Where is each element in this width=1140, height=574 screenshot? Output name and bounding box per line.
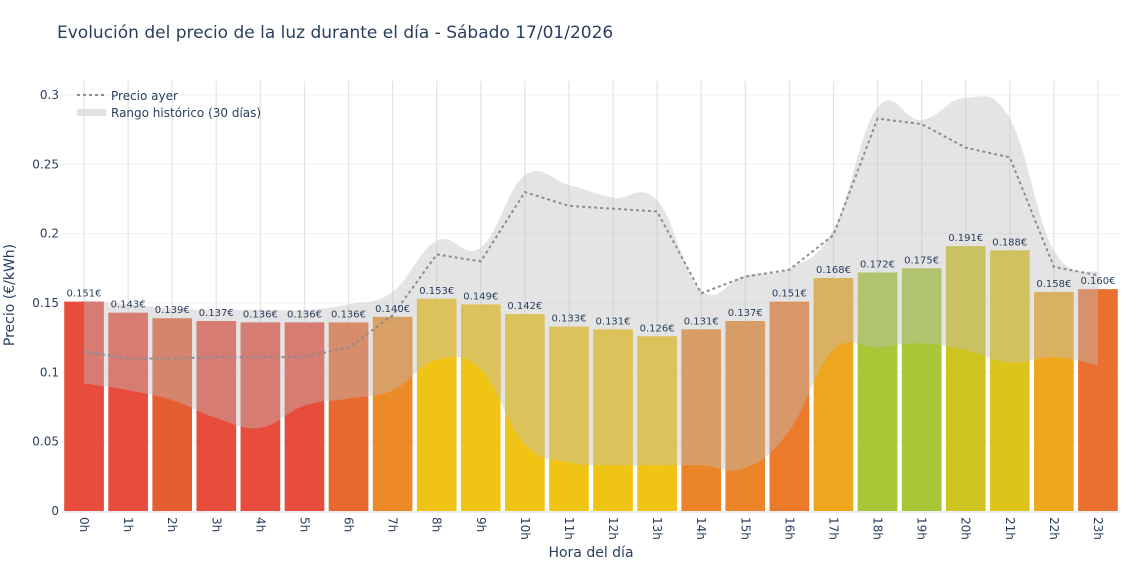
- data-label: 0.137€: [728, 308, 763, 319]
- bar-17h: [813, 278, 854, 511]
- y-tick-label: 0.1: [40, 365, 59, 379]
- bar-13h: [637, 336, 677, 511]
- data-label: 0.149€: [463, 291, 498, 302]
- bar-18h: [857, 272, 898, 511]
- x-tick-label: 0h: [77, 517, 91, 532]
- bar-9h: [460, 304, 501, 511]
- x-tick-label: 9h: [474, 517, 488, 532]
- data-label: 0.136€: [287, 309, 322, 320]
- bar-2h: [152, 318, 193, 511]
- legend-item-historical-range[interactable]: Rango histórico (30 días): [111, 106, 261, 120]
- x-axis-ticks: 0h 1h 2h 3h 4h 5h 6h 7h 8h 9h 10h 11h 12h 13h 14h 15h 16…: [77, 517, 1105, 540]
- y-tick-label: 0.2: [40, 227, 59, 241]
- y-axis-title: Precio (€/kWh): [2, 244, 18, 346]
- data-label: 0.136€: [331, 309, 366, 320]
- y-tick-label: 0: [51, 504, 59, 518]
- historical-range-band: [84, 96, 1098, 471]
- data-label: 0.151€: [67, 289, 102, 300]
- bar-11h: [549, 326, 589, 511]
- bar-20h: [945, 246, 986, 511]
- bar-3h: [196, 321, 237, 511]
- x-tick-label: 18h: [871, 517, 885, 540]
- y-tick-label: 0.25: [32, 157, 59, 171]
- bar-10h: [505, 314, 545, 511]
- x-tick-label: 8h: [430, 517, 444, 532]
- x-tick-label: 14h: [694, 517, 708, 540]
- bar-14h: [681, 329, 722, 511]
- data-labels: 0.151€ 0.143€ 0.139€ 0.137€ 0.136€ 0.136€ 0.13…: [67, 233, 1116, 334]
- bar-15h: [725, 321, 766, 511]
- x-axis-title: Hora del día: [548, 545, 633, 561]
- x-tick-label: 15h: [738, 517, 752, 540]
- data-label: 0.137€: [199, 308, 234, 319]
- bar-7h: [372, 316, 413, 511]
- x-tick-label: 16h: [782, 517, 796, 540]
- data-label: 0.172€: [860, 259, 895, 270]
- data-label: 0.143€: [111, 300, 146, 311]
- data-label: 0.158€: [1036, 279, 1071, 290]
- y-tick-label: 0.05: [32, 435, 59, 449]
- x-tick-label: 20h: [959, 517, 973, 540]
- x-tick-label: 7h: [386, 517, 400, 532]
- bars: [64, 246, 1118, 511]
- chart-title: Evolución del precio de la luz durante e…: [57, 23, 613, 43]
- x-tick-label: 3h: [209, 517, 223, 532]
- bar-6h: [328, 322, 369, 511]
- legend-band-swatch: [77, 109, 106, 116]
- bar-12h: [593, 329, 633, 511]
- bar-0h: [64, 301, 104, 511]
- x-tick-label: 1h: [121, 517, 135, 532]
- data-label: 0.175€: [904, 255, 939, 266]
- bar-16h: [769, 301, 810, 511]
- data-label: 0.188€: [992, 237, 1027, 248]
- bar-8h: [416, 298, 457, 511]
- y-axis-ticks: 0 0.05 0.1 0.15 0.2 0.25 0.3: [32, 88, 59, 518]
- x-tick-label: 5h: [297, 517, 311, 532]
- data-label: 0.140€: [375, 304, 410, 315]
- bar-22h: [1034, 291, 1074, 511]
- x-tick-label: 12h: [606, 517, 620, 540]
- x-tick-label: 23h: [1091, 517, 1105, 540]
- bar-21h: [989, 250, 1030, 511]
- data-label: 0.151€: [772, 289, 807, 300]
- x-tick-label: 6h: [342, 517, 356, 532]
- yesterday-price-path: [83, 117, 1099, 360]
- historical-range-area: [84, 96, 1098, 471]
- legend[interactable]: Precio ayer Rango histórico (30 días): [77, 89, 261, 120]
- x-tick-label: 19h: [915, 517, 929, 540]
- data-label: 0.126€: [640, 323, 675, 334]
- x-tick-label: 21h: [1003, 517, 1017, 540]
- x-tick-label: 13h: [650, 517, 664, 540]
- y-tick-label: 0.3: [40, 88, 59, 102]
- x-tick-label: 10h: [518, 517, 532, 540]
- y-tick-label: 0.15: [32, 296, 59, 310]
- x-tick-label: 4h: [253, 517, 267, 532]
- x-tick-label: 11h: [562, 517, 576, 540]
- data-label: 0.131€: [684, 316, 719, 327]
- data-label: 0.131€: [596, 316, 631, 327]
- bar-19h: [901, 268, 942, 511]
- data-label: 0.191€: [948, 233, 983, 244]
- data-label: 0.168€: [816, 265, 851, 276]
- bar-4h: [240, 322, 281, 511]
- data-label: 0.133€: [551, 314, 586, 325]
- data-label: 0.160€: [1080, 276, 1115, 287]
- bar-1h: [108, 312, 148, 511]
- x-tick-label: 22h: [1047, 517, 1061, 540]
- x-tick-label: 17h: [826, 517, 840, 540]
- legend-item-yesterday[interactable]: Precio ayer: [111, 89, 178, 103]
- bar-23h: [1078, 289, 1118, 511]
- data-label: 0.153€: [419, 286, 454, 297]
- data-label: 0.142€: [507, 301, 542, 312]
- data-label: 0.136€: [243, 309, 278, 320]
- x-tick-label: 2h: [165, 517, 179, 532]
- yesterday-price-line: [83, 117, 1099, 360]
- data-label: 0.139€: [155, 305, 190, 316]
